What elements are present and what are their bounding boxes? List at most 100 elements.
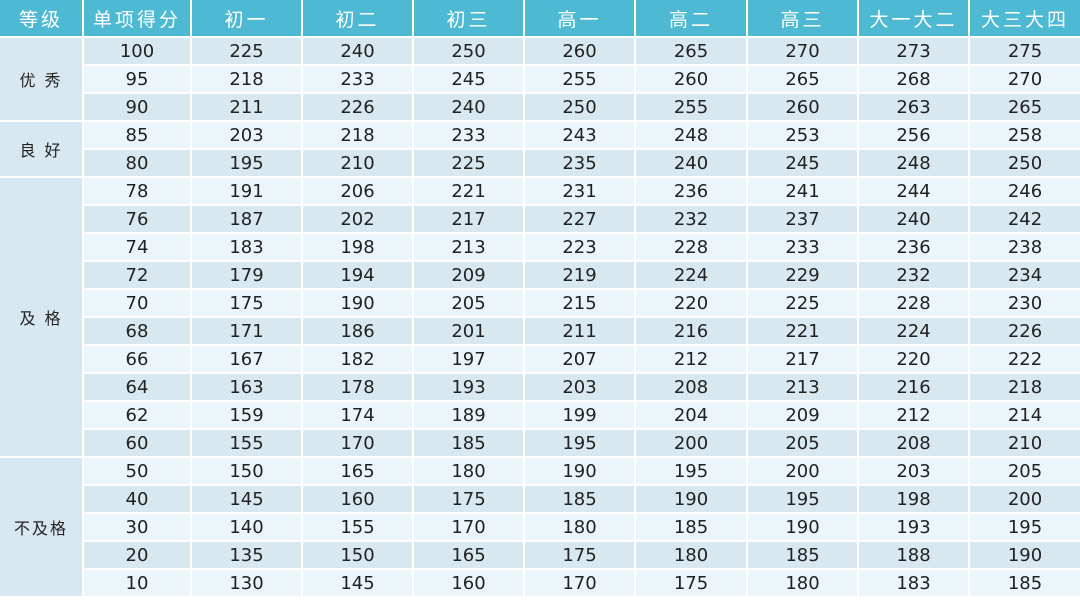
value-cell: 182 <box>303 346 412 372</box>
value-cell: 233 <box>303 66 412 92</box>
value-cell: 155 <box>303 514 412 540</box>
column-header: 大三大四 <box>970 0 1080 36</box>
value-cell: 190 <box>970 542 1080 568</box>
value-cell: 217 <box>748 346 857 372</box>
value-cell: 186 <box>303 318 412 344</box>
value-cell: 229 <box>748 262 857 288</box>
table-row: 60 155 170 185 195 200 205 208 210 <box>0 430 1080 456</box>
value-cell: 185 <box>970 570 1080 596</box>
value-cell: 233 <box>414 122 523 148</box>
value-cell: 236 <box>859 234 968 260</box>
value-cell: 213 <box>414 234 523 260</box>
value-cell: 202 <box>303 206 412 232</box>
score-cell: 95 <box>84 66 190 92</box>
value-cell: 179 <box>192 262 301 288</box>
value-cell: 167 <box>192 346 301 372</box>
value-cell: 240 <box>859 206 968 232</box>
value-cell: 197 <box>414 346 523 372</box>
value-cell: 211 <box>525 318 634 344</box>
column-header: 高二 <box>636 0 746 36</box>
table-row: 62 159 174 189 199 204 209 212 214 <box>0 402 1080 428</box>
value-cell: 170 <box>303 430 412 456</box>
column-header: 大一大二 <box>859 0 968 36</box>
value-cell: 255 <box>636 94 746 120</box>
column-header: 单项得分 <box>84 0 190 36</box>
value-cell: 163 <box>192 374 301 400</box>
value-cell: 212 <box>636 346 746 372</box>
table-row: 72 179 194 209 219 224 229 232 234 <box>0 262 1080 288</box>
value-cell: 189 <box>414 402 523 428</box>
value-cell: 195 <box>970 514 1080 540</box>
value-cell: 236 <box>636 178 746 204</box>
table-row: 74 183 198 213 223 228 233 236 238 <box>0 234 1080 260</box>
value-cell: 160 <box>414 570 523 596</box>
value-cell: 241 <box>748 178 857 204</box>
value-cell: 204 <box>636 402 746 428</box>
value-cell: 232 <box>859 262 968 288</box>
value-cell: 198 <box>859 486 968 512</box>
value-cell: 248 <box>636 122 746 148</box>
value-cell: 218 <box>970 374 1080 400</box>
value-cell: 248 <box>859 150 968 176</box>
value-cell: 243 <box>525 122 634 148</box>
value-cell: 183 <box>859 570 968 596</box>
value-cell: 255 <box>525 66 634 92</box>
value-cell: 208 <box>636 374 746 400</box>
value-cell: 253 <box>748 122 857 148</box>
value-cell: 180 <box>636 542 746 568</box>
value-cell: 244 <box>859 178 968 204</box>
value-cell: 250 <box>525 94 634 120</box>
score-cell: 90 <box>84 94 190 120</box>
value-cell: 211 <box>192 94 301 120</box>
value-cell: 245 <box>414 66 523 92</box>
grade-cell: 不及格 <box>0 458 82 596</box>
value-cell: 140 <box>192 514 301 540</box>
value-cell: 155 <box>192 430 301 456</box>
score-cell: 76 <box>84 206 190 232</box>
value-cell: 175 <box>414 486 523 512</box>
value-cell: 150 <box>192 458 301 484</box>
value-cell: 165 <box>303 458 412 484</box>
table-row: 68 171 186 201 211 216 221 224 226 <box>0 318 1080 344</box>
value-cell: 165 <box>414 542 523 568</box>
value-cell: 175 <box>636 570 746 596</box>
value-cell: 219 <box>525 262 634 288</box>
table-row: 80 195 210 225 235 240 245 248 250 <box>0 150 1080 176</box>
value-cell: 224 <box>636 262 746 288</box>
value-cell: 224 <box>859 318 968 344</box>
column-header: 初三 <box>414 0 523 36</box>
value-cell: 240 <box>636 150 746 176</box>
value-cell: 238 <box>970 234 1080 260</box>
value-cell: 231 <box>525 178 634 204</box>
value-cell: 232 <box>636 206 746 232</box>
value-cell: 263 <box>859 94 968 120</box>
score-cell: 50 <box>84 458 190 484</box>
score-cell: 80 <box>84 150 190 176</box>
value-cell: 170 <box>414 514 523 540</box>
value-cell: 256 <box>859 122 968 148</box>
score-cell: 62 <box>84 402 190 428</box>
value-cell: 185 <box>748 542 857 568</box>
value-cell: 191 <box>192 178 301 204</box>
value-cell: 220 <box>636 290 746 316</box>
score-cell: 60 <box>84 430 190 456</box>
score-cell: 64 <box>84 374 190 400</box>
score-cell: 10 <box>84 570 190 596</box>
value-cell: 160 <box>303 486 412 512</box>
grade-cell: 及 格 <box>0 178 82 456</box>
value-cell: 135 <box>192 542 301 568</box>
value-cell: 206 <box>303 178 412 204</box>
value-cell: 209 <box>414 262 523 288</box>
value-cell: 175 <box>192 290 301 316</box>
header-row: 等级 单项得分 初一 初二 初三 高一 高二 高三 大一大二 大三大四 <box>0 0 1080 36</box>
value-cell: 203 <box>192 122 301 148</box>
score-cell: 72 <box>84 262 190 288</box>
table-row: 30 140 155 170 180 185 190 193 195 <box>0 514 1080 540</box>
column-header: 等级 <box>0 0 82 36</box>
value-cell: 209 <box>748 402 857 428</box>
value-cell: 183 <box>192 234 301 260</box>
value-cell: 200 <box>748 458 857 484</box>
value-cell: 216 <box>859 374 968 400</box>
table-row: 及 格 78 191 206 221 231 236 241 244 246 <box>0 178 1080 456</box>
value-cell: 275 <box>970 38 1080 64</box>
